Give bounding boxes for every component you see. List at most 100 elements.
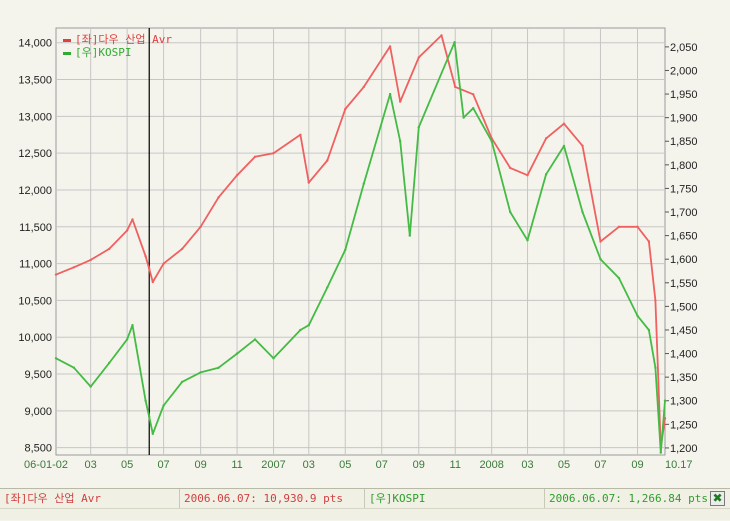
- series-point-dow: [526, 174, 529, 177]
- series-point-kospi: [388, 92, 392, 96]
- x-axis-tick-label: 09: [413, 459, 425, 471]
- x-axis-tick-label: 09: [631, 459, 643, 471]
- right-axis-tick-label: 1,950: [670, 89, 698, 101]
- series-point-kospi: [131, 324, 134, 327]
- series-point-kospi: [636, 314, 639, 317]
- legend-label-kospi: [우]KOSPI: [75, 46, 132, 59]
- series-point-dow: [125, 229, 129, 232]
- series-point-dow: [599, 240, 602, 243]
- close-icon: ✖: [712, 491, 723, 505]
- series-point-kospi: [326, 286, 329, 289]
- status-row-2: [0, 508, 730, 521]
- series-point-kospi: [125, 338, 129, 341]
- series-point-kospi: [647, 328, 651, 332]
- right-axis-tick-label: 1,250: [670, 419, 698, 431]
- left-axis-tick-label: 13,500: [18, 75, 52, 87]
- series-point-dow: [89, 258, 92, 262]
- x-axis-tick-label: 11: [450, 459, 461, 471]
- series-point-dow: [253, 155, 257, 158]
- close-button[interactable]: ✖: [710, 491, 725, 506]
- series-point-dow: [151, 280, 154, 284]
- series-point-dow: [647, 240, 651, 243]
- left-axis-tick-label: 8,500: [24, 443, 52, 455]
- legend-label-dow: [좌]다우 산업 Avr: [75, 33, 172, 46]
- series-point-dow: [654, 299, 657, 302]
- series-point-kospi: [462, 116, 465, 119]
- left-axis-tick-label: 13,000: [18, 111, 52, 123]
- x-axis-tick-label: 05: [121, 459, 133, 471]
- right-axis-tick-label: 1,800: [670, 160, 698, 172]
- x-axis-tick-label: 06-01-02: [24, 459, 68, 471]
- status-right-series-label: [우]KOSPI: [365, 489, 545, 508]
- series-point-kospi: [272, 357, 275, 360]
- x-axis-tick-label: 11: [231, 459, 242, 471]
- x-axis-tick-label: 03: [85, 459, 97, 471]
- status-left-series-label: [좌]다우 산업 Avr: [0, 489, 180, 508]
- legend-item-dow: [좌]다우 산업 Avr: [63, 33, 172, 46]
- series-point-kospi: [151, 432, 154, 435]
- series-point-kospi: [299, 328, 302, 332]
- series-point-kospi: [148, 415, 151, 418]
- series-point-kospi: [344, 248, 347, 251]
- legend: [좌]다우 산업 Avr [우]KOSPI: [63, 33, 172, 59]
- left-axis-tick-label: 11,000: [19, 259, 52, 271]
- chart-area[interactable]: 14,000 13,500 13,000 12,500 12,000 11,500 11,0…: [0, 0, 730, 487]
- series-point-kospi: [562, 144, 566, 148]
- series-point-kospi: [235, 352, 239, 355]
- series-point-kospi: [307, 324, 310, 327]
- left-axis-tick-label: 9,000: [24, 406, 52, 418]
- right-axis-tick-label: 1,400: [670, 349, 698, 361]
- x-axis-tick-label: 2007: [261, 459, 285, 471]
- series-point-dow: [344, 107, 347, 111]
- series-point-kospi: [217, 366, 220, 369]
- right-axis-tick-label: 1,300: [670, 396, 698, 408]
- status-right-series-value: 2006.06.07: 1,266.84 pts: [549, 492, 708, 505]
- series-point-dow: [148, 267, 151, 270]
- left-axis-tick-label: 9,500: [24, 369, 52, 381]
- legend-swatch-dow: [63, 38, 71, 42]
- series-point-kospi: [144, 399, 147, 402]
- series-point-kospi: [509, 210, 512, 214]
- x-axis-tick-label: 09: [195, 459, 207, 471]
- series-point-kospi: [253, 338, 257, 341]
- series-point-dow: [217, 196, 220, 199]
- series-point-kospi: [617, 276, 621, 280]
- series-point-kospi: [526, 239, 529, 242]
- series-point-kospi: [599, 258, 602, 261]
- series-point-dow: [617, 225, 621, 228]
- series-point-kospi: [581, 210, 584, 214]
- right-axis-tick-label: 1,600: [670, 254, 698, 266]
- series-point-kospi: [472, 107, 475, 110]
- x-axis-tick-label: 2008: [479, 459, 503, 471]
- x-axis-tick-label: 07: [376, 459, 388, 471]
- series-point-kospi: [408, 234, 411, 237]
- left-axis-tick-label: 11,500: [19, 222, 52, 234]
- x-axis-tick-label: 07: [594, 459, 606, 471]
- status-bar: [좌]다우 산업 Avr 2006.06.07: 10,930.9 pts [우…: [0, 488, 730, 520]
- series-point-dow: [108, 247, 111, 251]
- series-point-dow: [235, 174, 239, 177]
- x-axis-tick-label: 05: [339, 459, 351, 471]
- series-point-dow: [636, 225, 639, 228]
- series-point-kospi: [162, 404, 165, 407]
- legend-swatch-kospi: [63, 51, 71, 55]
- right-axis-tick-label: 1,200: [670, 443, 698, 455]
- series-point-dow: [72, 266, 76, 269]
- right-axis-tick-label: 1,700: [670, 207, 698, 219]
- right-axis-tick-label: 2,050: [670, 42, 698, 54]
- right-axis-tick-label: 1,450: [670, 325, 698, 337]
- status-left-series-value: 2006.06.07: 10,930.9 pts: [180, 489, 365, 508]
- right-axis-tick-label: 1,850: [670, 136, 698, 148]
- x-axis-tick-label: 03: [303, 459, 315, 471]
- series-point-dow: [544, 137, 548, 140]
- series-point-dow: [162, 262, 165, 265]
- series-point-kospi: [108, 361, 111, 365]
- series-point-dow: [326, 159, 329, 162]
- series-point-dow: [509, 166, 512, 170]
- right-axis-tick-label: 1,550: [670, 278, 698, 290]
- x-axis-tick-label: 07: [157, 459, 169, 471]
- series-point-dow: [472, 93, 475, 96]
- left-axis-tick-label: 10,000: [18, 332, 52, 344]
- left-axis-tick-label: 12,000: [18, 185, 52, 197]
- right-axis-tick-label: 1,900: [670, 113, 698, 125]
